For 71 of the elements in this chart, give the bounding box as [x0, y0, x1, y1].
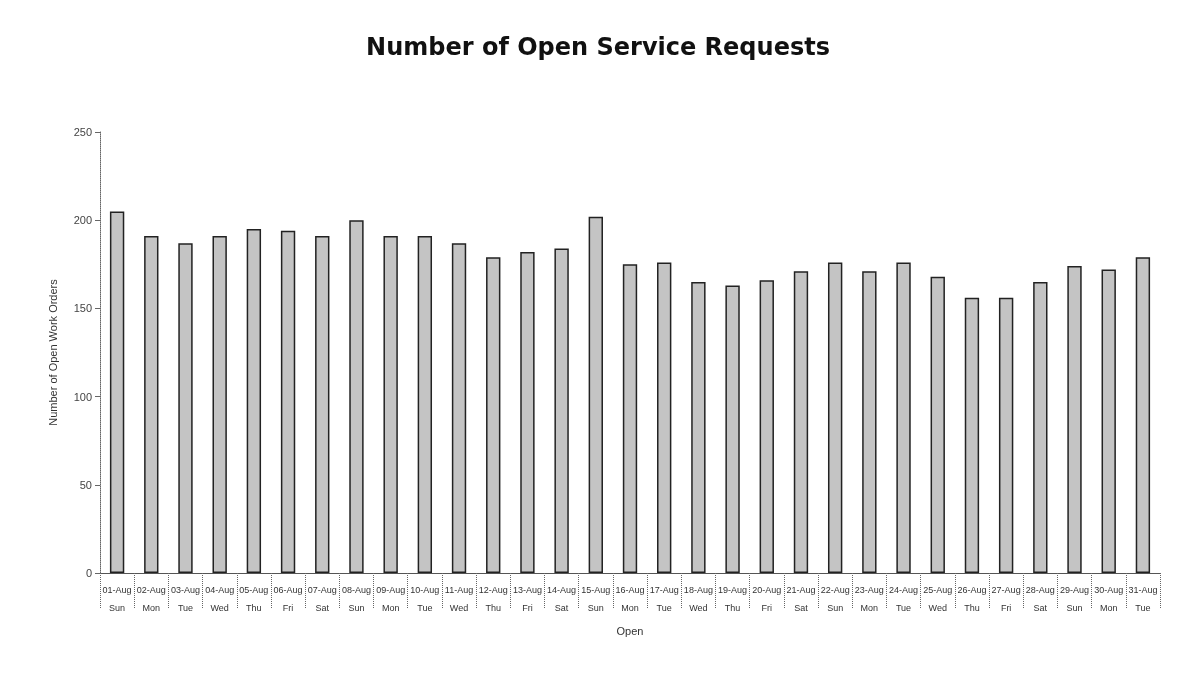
bar: [144, 236, 159, 573]
bar: [1135, 257, 1151, 573]
x-tick-label: 10-Aug Tue: [410, 585, 440, 613]
bar: [1033, 281, 1048, 573]
x-tick-label: 19-Aug Thu: [718, 585, 748, 613]
bar: [109, 211, 125, 573]
x-tick-label: 30-Aug Mon: [1094, 585, 1124, 613]
x-tick-label: 09-Aug Mon: [376, 585, 406, 613]
bar: [896, 262, 911, 573]
bar: [417, 236, 433, 573]
bar: [520, 251, 535, 573]
x-axis-title: Open: [616, 624, 644, 637]
x-tick-label: 25-Aug Wed: [923, 585, 953, 613]
y-tick-label: 0: [85, 567, 92, 579]
x-tick-label: 04-Aug Wed: [205, 585, 235, 613]
bar: [725, 285, 740, 573]
bar: [759, 280, 774, 573]
bar: [793, 271, 809, 573]
bar: [998, 297, 1014, 573]
bar: [1067, 266, 1082, 573]
bar: [349, 220, 364, 573]
y-tick-label: 200: [73, 214, 92, 227]
x-tick-label: 17-Aug Tue: [649, 585, 679, 613]
bar: [657, 262, 672, 573]
x-tick-label: 12-Aug Thu: [478, 585, 508, 613]
y-axis-title: Number of Open Work Orders: [46, 278, 59, 426]
x-tick-label: 26-Aug Thu: [957, 585, 987, 613]
y-tick-label: 100: [73, 390, 92, 403]
bar: [178, 243, 193, 573]
x-tick-label: 16-Aug Mon: [615, 585, 645, 613]
x-tick-label: 31-Aug Tue: [1128, 585, 1158, 613]
x-tick-label: 11-Aug Wed: [444, 585, 474, 613]
bar: [862, 271, 877, 573]
bar: [554, 248, 569, 573]
bar: [622, 264, 638, 573]
x-tick-label: 24-Aug Tue: [889, 585, 919, 613]
bar: [588, 216, 603, 573]
x-tick-label: 27-Aug Fri: [991, 585, 1021, 613]
bar: [280, 230, 296, 573]
x-tick-label: 03-Aug Tue: [170, 585, 200, 613]
x-tick-label: 08-Aug Sun: [341, 585, 371, 613]
bar: [1101, 269, 1116, 573]
bar: [451, 243, 467, 573]
x-tick-label: 07-Aug Sat: [307, 585, 337, 613]
y-tick-label: 50: [79, 478, 92, 491]
bar: [964, 297, 980, 573]
x-tick-label: 18-Aug Wed: [683, 585, 713, 613]
x-tick-label: 21-Aug Sat: [786, 585, 816, 613]
bar: [486, 257, 501, 573]
x-tick-label: 02-Aug Mon: [136, 585, 166, 613]
x-tick-label: 14-Aug Sat: [547, 585, 577, 613]
x-tick-label: 28-Aug Sat: [1025, 585, 1055, 613]
x-tick-label: 22-Aug Sun: [820, 585, 850, 613]
bar: [827, 262, 843, 573]
x-tick-label: 15-Aug Sun: [581, 585, 611, 613]
bar: [383, 236, 398, 573]
bar: [930, 276, 945, 573]
x-tick-label: 05-Aug Thu: [239, 585, 269, 613]
x-tick-label: 13-Aug Fri: [512, 585, 542, 613]
x-tick-label: 06-Aug Fri: [273, 585, 303, 613]
bar: [212, 236, 227, 573]
y-tick-label: 150: [73, 302, 92, 315]
x-tick-label: 01-Aug Sun: [102, 585, 132, 613]
bar: [691, 281, 706, 573]
x-tick-label: 20-Aug Fri: [752, 585, 782, 613]
y-tick-label: 250: [73, 126, 92, 138]
x-tick-label: 23-Aug Mon: [854, 585, 884, 613]
chart-title: Number of Open Service Requests: [366, 33, 830, 61]
x-tick-label: 29-Aug Sun: [1060, 585, 1090, 613]
bar: [246, 229, 262, 573]
bar: [315, 236, 330, 573]
